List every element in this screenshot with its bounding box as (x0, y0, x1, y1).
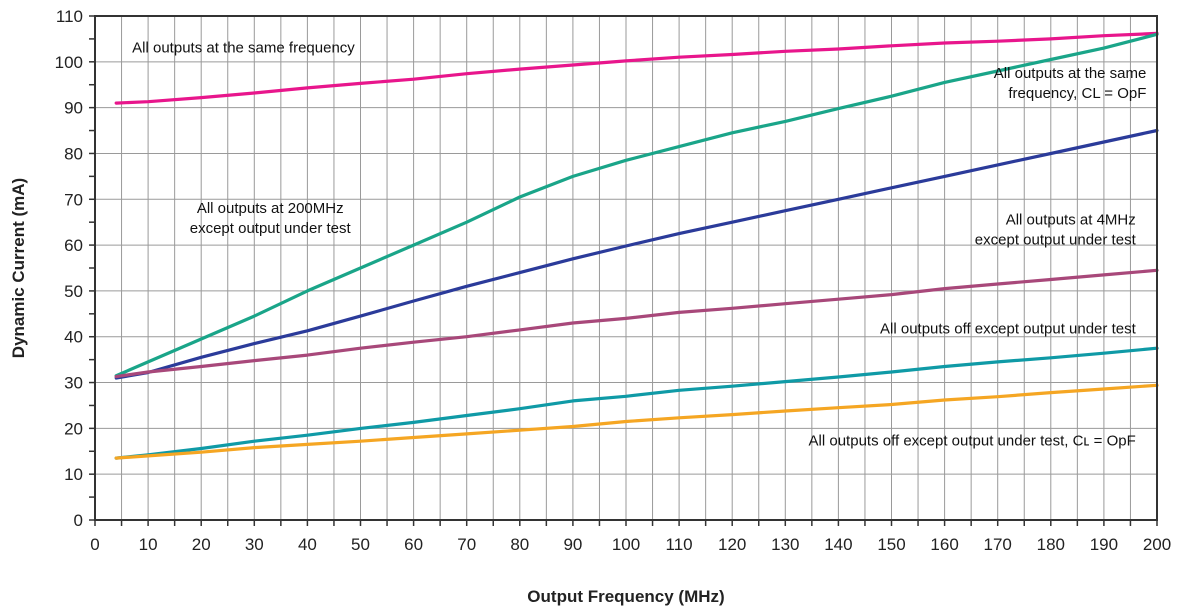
x-tick-label: 80 (510, 535, 529, 554)
y-tick-label: 50 (64, 282, 83, 301)
annotation-2: All outputs at the same frequency, CL = O… (994, 65, 1147, 102)
series-layer (114, 31, 1159, 460)
series-line-4 (114, 268, 1159, 379)
annotations: All outputs at the same frequency All out… (132, 40, 1146, 450)
x-tick-label: 30 (245, 535, 264, 554)
series-line-2 (114, 32, 1159, 378)
x-tick-label: 0 (90, 535, 99, 554)
x-tick-label: 120 (718, 535, 746, 554)
x-tick-label: 140 (824, 535, 852, 554)
x-tick-label: 160 (930, 535, 958, 554)
ticks: 0 10 20 30 40 50 60 70 80 90 100 110 120 130 140 150 160… (55, 7, 1172, 554)
y-tick-label: 20 (64, 419, 83, 438)
x-tick-label: 190 (1090, 535, 1118, 554)
series-line-1 (114, 31, 1159, 105)
x-tick-label: 20 (192, 535, 211, 554)
x-tick-label: 170 (984, 535, 1012, 554)
y-tick-label: 0 (74, 511, 83, 530)
annotation-5: All outputs off except output under test (880, 321, 1137, 338)
y-tick-label: 90 (64, 99, 83, 118)
annotation-1: All outputs at the same frequency (132, 40, 355, 57)
grid (95, 16, 1157, 520)
y-tick-label: 60 (64, 236, 83, 255)
x-tick-label: 70 (457, 535, 476, 554)
x-tick-label: 50 (351, 535, 370, 554)
x-tick-label: 150 (877, 535, 905, 554)
annotation-3: All outputs at 200MHz except output under… (190, 200, 352, 237)
x-tick-label: 90 (563, 535, 582, 554)
y-tick-label: 80 (64, 144, 83, 163)
y-tick-label: 110 (56, 7, 83, 26)
x-tick-label: 200 (1143, 535, 1171, 554)
x-axis-title: Output Frequency (MHz) (527, 587, 724, 606)
x-tick-label: 40 (298, 535, 317, 554)
series-line-5 (114, 346, 1159, 460)
x-tick-label: 180 (1037, 535, 1065, 554)
y-tick-label: 10 (64, 465, 83, 484)
y-tick-label: 30 (64, 374, 83, 393)
y-tick-label: 70 (64, 190, 83, 209)
annotation-4: All outputs at 4MHz except output under t… (975, 211, 1137, 248)
y-tick-label: 100 (55, 53, 83, 72)
x-tick-label: 110 (666, 535, 693, 554)
x-tick-label: 100 (612, 535, 640, 554)
y-tick-label: 40 (64, 328, 83, 347)
series-line-3 (114, 128, 1159, 380)
series-line-6 (114, 383, 1159, 460)
x-tick-label: 60 (404, 535, 423, 554)
x-tick-label: 10 (139, 535, 158, 554)
annotation-6: All outputs off except output under test… (809, 432, 1136, 449)
x-tick-label: 130 (771, 535, 799, 554)
y-axis-title: Dynamic Current (mA) (9, 178, 28, 358)
